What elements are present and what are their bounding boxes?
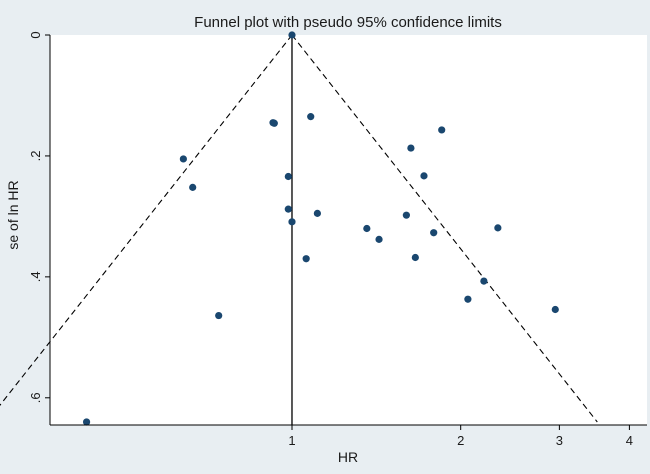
data-point xyxy=(302,255,310,263)
data-point xyxy=(420,172,428,180)
data-point xyxy=(494,224,502,232)
funnel-right-limit xyxy=(291,34,598,423)
funnel-left-limit xyxy=(0,34,293,406)
x-tick-label: 3 xyxy=(556,433,563,448)
chart-title: Funnel plot with pseudo 95% confidence l… xyxy=(194,14,502,31)
data-point xyxy=(464,295,472,303)
data-point xyxy=(313,209,321,217)
data-point xyxy=(307,113,315,121)
data-point xyxy=(82,418,91,426)
x-tick-label: 2 xyxy=(457,433,464,448)
data-point xyxy=(288,218,296,226)
data-point xyxy=(438,126,446,134)
x-tick-label: 4 xyxy=(626,433,633,448)
data-point xyxy=(284,172,292,181)
data-point xyxy=(375,235,383,243)
data-point xyxy=(407,144,415,152)
y-tick-label: 0 xyxy=(28,31,43,38)
plot-area xyxy=(50,35,647,425)
data-point xyxy=(551,305,559,314)
data-point xyxy=(430,229,438,237)
data-point xyxy=(480,277,488,285)
y-tick-label: .2 xyxy=(28,151,43,162)
data-point xyxy=(402,211,410,219)
data-point xyxy=(411,253,419,262)
data-point xyxy=(284,205,292,213)
data-point xyxy=(363,224,371,233)
y-axis-label: se of ln HR xyxy=(5,180,21,249)
x-tick-label: 1 xyxy=(288,433,295,448)
data-point xyxy=(189,183,197,191)
y-tick-label: .4 xyxy=(28,271,43,282)
data-point xyxy=(270,119,278,127)
data-point xyxy=(288,31,296,39)
y-tick-label: .6 xyxy=(28,392,43,403)
data-point xyxy=(215,311,223,320)
data-point xyxy=(179,155,187,163)
x-axis-label: HR xyxy=(338,449,358,465)
